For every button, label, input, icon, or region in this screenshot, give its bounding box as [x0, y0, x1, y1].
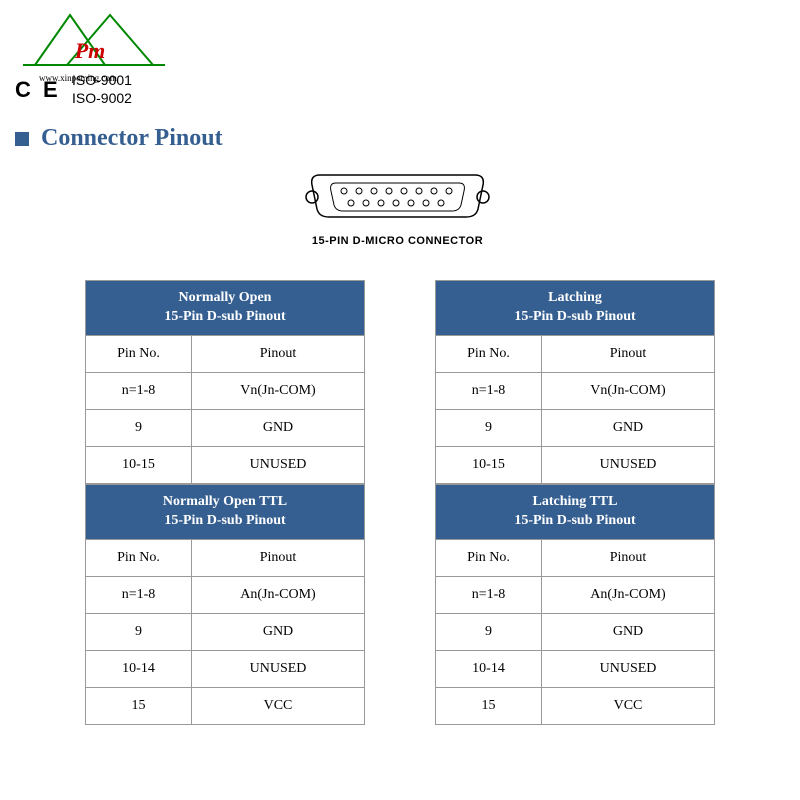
table-cell: n=1-8: [436, 372, 542, 409]
iso-9001-label: ISO-9001: [72, 72, 132, 88]
table-cell: n=1-8: [86, 576, 192, 613]
table-cell: 9: [86, 613, 192, 650]
triangle-logo-icon: Pm: [15, 10, 175, 70]
d-sub-connector-icon: [300, 167, 495, 222]
table-cell: 15: [86, 687, 192, 724]
connector-label: 15-PIN D-MICRO CONNECTOR: [300, 235, 495, 247]
table-cell: An(Jn-COM): [192, 576, 365, 613]
title-text: Connector Pinout: [41, 125, 223, 151]
latching-table: Latching15-Pin D-sub Pinout Pin No.Pinou…: [435, 280, 715, 484]
normally-open-table: Normally Open15-Pin D-sub Pinout Pin No.…: [85, 280, 365, 484]
table-cell: n=1-8: [86, 372, 192, 409]
table-cell: 10-15: [86, 446, 192, 483]
table-header: Latching TTL15-Pin D-sub Pinout: [436, 484, 715, 539]
section-title: Connector Pinout: [15, 125, 223, 152]
table-cell: 9: [436, 409, 542, 446]
table-cell: Pinout: [192, 539, 365, 576]
table-cell: 9: [436, 613, 542, 650]
table-header: Normally Open TTL15-Pin D-sub Pinout: [86, 484, 365, 539]
table-cell: 10-15: [436, 446, 542, 483]
table-cell: 15: [436, 687, 542, 724]
table-cell: GND: [542, 613, 715, 650]
table-cell: UNUSED: [192, 446, 365, 483]
table-cell: GND: [542, 409, 715, 446]
normally-open-ttl-table: Normally Open TTL15-Pin D-sub Pinout Pin…: [85, 484, 365, 725]
table-cell: Pin No.: [436, 539, 542, 576]
table-cell: Pinout: [542, 335, 715, 372]
table-cell: 10-14: [86, 650, 192, 687]
table-cell: VCC: [192, 687, 365, 724]
iso-9002-label: ISO-9002: [72, 90, 132, 106]
table-cell: GND: [192, 409, 365, 446]
table-cell: An(Jn-COM): [542, 576, 715, 613]
table-cell: 9: [86, 409, 192, 446]
connector-diagram: 15-PIN D-MICRO CONNECTOR: [300, 167, 495, 247]
table-cell: 10-14: [436, 650, 542, 687]
table-cell: Pin No.: [436, 335, 542, 372]
table-header: Normally Open15-Pin D-sub Pinout: [86, 281, 365, 336]
table-cell: GND: [192, 613, 365, 650]
table-cell: Vn(Jn-COM): [192, 372, 365, 409]
ce-mark: C E: [15, 77, 61, 103]
left-tables: Normally Open15-Pin D-sub Pinout Pin No.…: [85, 280, 365, 725]
table-cell: VCC: [542, 687, 715, 724]
table-header: Latching15-Pin D-sub Pinout: [436, 281, 715, 336]
table-cell: n=1-8: [436, 576, 542, 613]
title-bullet-icon: [15, 132, 29, 146]
tables-container: Normally Open15-Pin D-sub Pinout Pin No.…: [0, 280, 800, 725]
table-cell: Pin No.: [86, 539, 192, 576]
table-cell: Pinout: [192, 335, 365, 372]
table-cell: UNUSED: [542, 650, 715, 687]
table-cell: Vn(Jn-COM): [542, 372, 715, 409]
table-cell: Pin No.: [86, 335, 192, 372]
table-cell: Pinout: [542, 539, 715, 576]
right-tables: Latching15-Pin D-sub Pinout Pin No.Pinou…: [435, 280, 715, 725]
table-cell: UNUSED: [542, 446, 715, 483]
table-cell: UNUSED: [192, 650, 365, 687]
svg-text:Pm: Pm: [74, 38, 106, 63]
latching-ttl-table: Latching TTL15-Pin D-sub Pinout Pin No.P…: [435, 484, 715, 725]
